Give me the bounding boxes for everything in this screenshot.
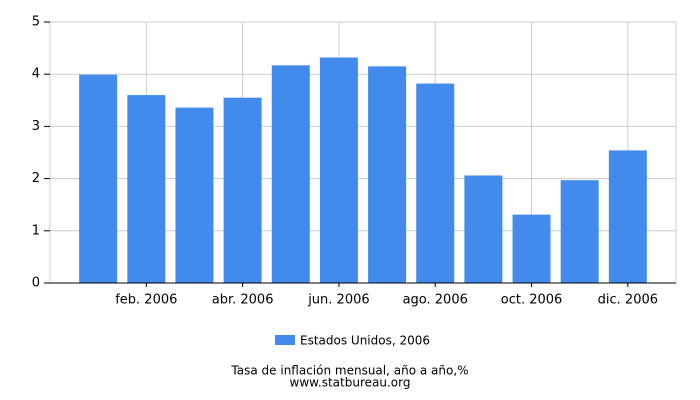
y-tick-label: 4	[32, 67, 40, 82]
bar	[464, 175, 503, 283]
bar	[127, 95, 166, 283]
bar	[223, 97, 262, 283]
footer-source: www.statbureau.org	[290, 376, 411, 390]
bar	[560, 180, 599, 283]
bar	[368, 66, 407, 284]
footer-title: Tasa de inflación mensual, año a año,%	[230, 364, 468, 378]
y-tick-label: 3	[32, 119, 40, 134]
x-tick-label: jun. 2006	[307, 293, 369, 308]
bar	[79, 74, 118, 283]
bar	[271, 65, 310, 284]
x-tick-label: dic. 2006	[598, 293, 658, 308]
y-tick-label: 2	[32, 171, 40, 186]
legend-label: Estados Unidos, 2006	[300, 334, 430, 348]
bar	[416, 83, 455, 283]
y-tick-label: 0	[32, 276, 40, 291]
x-tick-label: feb. 2006	[115, 293, 177, 308]
bar	[512, 214, 551, 283]
legend-swatch	[275, 335, 295, 345]
y-tick-label: 5	[32, 15, 40, 30]
x-tick-label: ago. 2006	[403, 293, 468, 308]
bar	[175, 107, 214, 283]
y-tick-label: 1	[32, 223, 40, 238]
bar	[319, 57, 358, 283]
bar	[608, 150, 647, 283]
x-tick-label: abr. 2006	[212, 293, 274, 308]
x-tick-label: oct. 2006	[501, 293, 563, 308]
